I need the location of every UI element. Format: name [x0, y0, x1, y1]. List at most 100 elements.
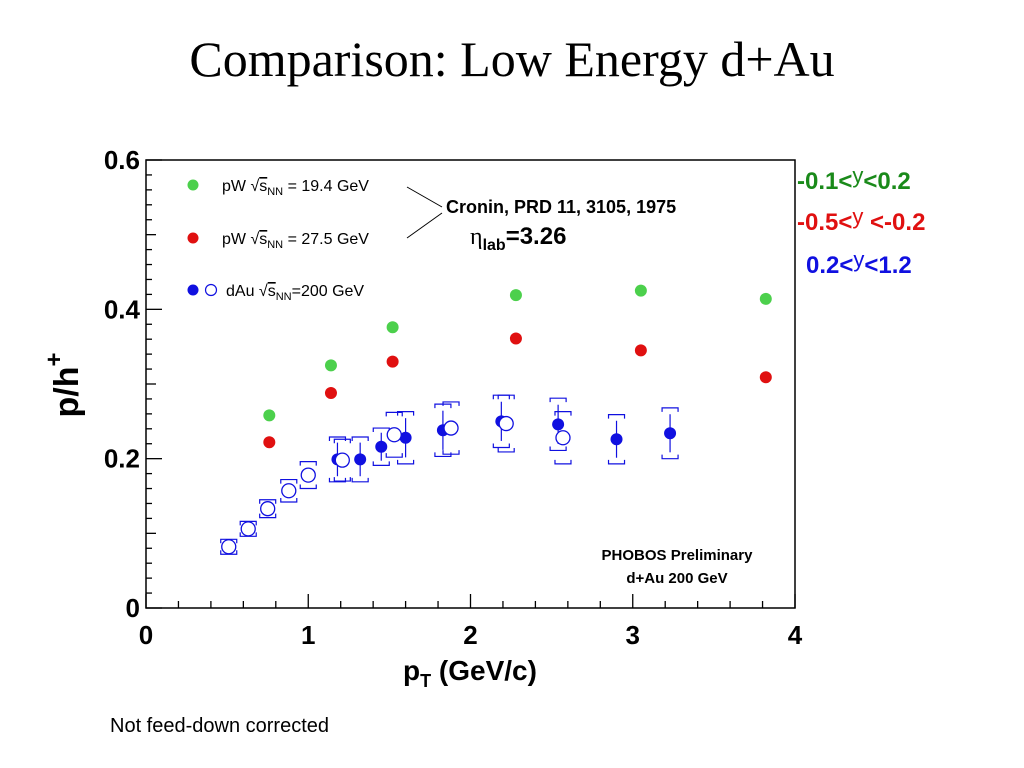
data-point: [759, 292, 772, 305]
data-point: [509, 289, 522, 302]
error-bracket-top: [497, 394, 515, 400]
rapidity-max: <1.2: [864, 252, 912, 279]
error-bracket-bottom: [259, 513, 277, 519]
y-tick-label: 0: [126, 593, 140, 623]
data-point: [263, 436, 276, 449]
data-point: [386, 355, 399, 368]
rapidity-symbol: y: [852, 204, 864, 229]
footnote: Not feed-down corrected: [110, 715, 330, 737]
data-point: [634, 284, 647, 297]
data-point-open: [498, 415, 514, 432]
data-point-open: [260, 501, 276, 517]
legend-entry: pW √sNN = 19.4 GeV: [222, 178, 369, 198]
error-bracket-top: [372, 427, 390, 433]
error-bracket-top: [259, 499, 277, 504]
error-bracket: [497, 394, 515, 453]
rapidity-label-red: -0.5<y <-0.2: [797, 204, 926, 237]
data-point: [324, 386, 337, 399]
error-bracket-bottom: [661, 454, 679, 460]
data-point: [664, 427, 677, 440]
error-bracket-bottom: [385, 453, 403, 458]
error-bracket-top: [554, 411, 572, 416]
error-bracket-top: [280, 478, 298, 484]
data-point: [354, 453, 367, 466]
error-bracket: [351, 436, 369, 483]
legend-entry: pW √sNN = 27.5 GeV: [222, 231, 369, 251]
error-bracket-bottom: [372, 461, 390, 466]
data-point: [324, 359, 337, 372]
data-point-open: [555, 430, 571, 446]
data-point: [509, 332, 522, 345]
error-bracket-top: [299, 461, 317, 466]
reference-leader: [406, 212, 443, 239]
error-bracket-top: [549, 397, 567, 403]
error-bracket: [299, 461, 317, 490]
reference-citation: Cronin, PRD 11, 3105, 1975: [446, 197, 676, 217]
error-bracket-top: [607, 414, 626, 419]
error-bracket-bottom: [549, 446, 567, 452]
y-tick-label: 0.2: [104, 444, 140, 474]
eta-annotation: ηlab=3.26: [470, 223, 566, 254]
error-bracket: [280, 478, 298, 503]
data-point: [610, 433, 623, 446]
legend-entry: dAu √sNN=200 GeV: [226, 283, 364, 303]
system-label: d+Au 200 GeV: [626, 570, 727, 587]
data-point-open: [443, 420, 459, 436]
error-bracket-top: [385, 411, 403, 417]
rapidity-min: -0.1<: [797, 168, 853, 195]
x-axis-label: pT (GeV/c): [403, 655, 537, 691]
experiment-label: PHOBOS Preliminary: [602, 547, 754, 564]
data-point: [552, 418, 565, 431]
error-bracket-bottom: [607, 459, 626, 465]
rapidity-max: <-0.2: [863, 209, 926, 236]
data-point: [759, 371, 772, 384]
x-tick-label: 4: [788, 620, 803, 650]
legend-marker-open: [204, 283, 218, 297]
error-bracket-bottom: [442, 450, 460, 455]
data-point-open: [281, 483, 297, 499]
rapidity-symbol: y: [853, 247, 865, 272]
data-point-open: [240, 521, 256, 537]
slide-title: Comparison: Low Energy d+Au: [189, 31, 835, 87]
rapidity-min: -0.5<: [797, 209, 853, 236]
error-bracket: [442, 401, 460, 455]
legend-marker: [187, 179, 199, 191]
error-bracket: [259, 499, 277, 519]
error-bracket-top: [397, 411, 415, 416]
data-point: [375, 440, 388, 453]
error-bracket-bottom: [497, 447, 515, 453]
data-point: [399, 431, 412, 444]
data-point: [634, 344, 647, 357]
error-bracket-bottom: [492, 443, 510, 449]
rapidity-min: 0.2<: [806, 252, 854, 279]
data-point-open: [334, 452, 350, 468]
rapidity-label-blue: 0.2<y<1.2: [806, 247, 912, 280]
error-bracket: [397, 411, 415, 465]
error-bracket-bottom: [554, 459, 572, 465]
error-bracket-top: [661, 407, 679, 412]
error-bracket: [549, 397, 567, 452]
error-bracket: [661, 407, 679, 460]
x-tick-label: 0: [139, 620, 153, 650]
legend-marker: [187, 232, 199, 244]
reference-leader: [406, 186, 443, 208]
error-bracket-bottom: [397, 459, 415, 465]
error-bracket: [385, 411, 403, 458]
x-tick-label: 3: [626, 620, 640, 650]
error-bracket-bottom: [299, 484, 317, 490]
error-bracket: [554, 411, 572, 465]
error-bracket-bottom: [328, 477, 347, 483]
data-point: [263, 409, 276, 422]
y-axis-label: p/h+: [41, 353, 86, 418]
x-tick-label: 2: [463, 620, 477, 650]
data-point-open: [300, 467, 316, 483]
error-bracket: [333, 438, 351, 482]
error-bracket-top: [333, 438, 351, 444]
legend-marker: [187, 284, 199, 296]
y-tick-label: 0.4: [104, 294, 141, 324]
error-bracket-bottom: [333, 477, 351, 482]
rapidity-max: <0.2: [863, 168, 911, 195]
error-bracket-top: [442, 401, 460, 406]
rapidity-symbol: y: [852, 163, 864, 188]
